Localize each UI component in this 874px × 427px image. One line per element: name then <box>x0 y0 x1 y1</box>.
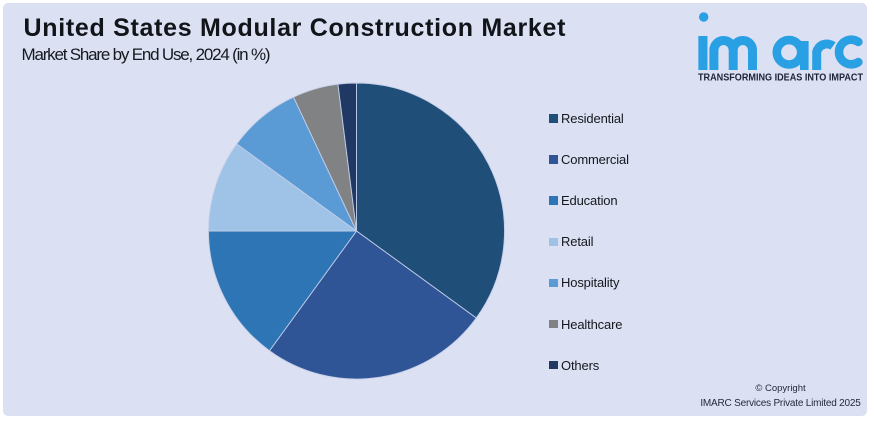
svg-text:TRANSFORMING IDEAS INTO IMPACT: TRANSFORMING IDEAS INTO IMPACT <box>698 73 863 84</box>
